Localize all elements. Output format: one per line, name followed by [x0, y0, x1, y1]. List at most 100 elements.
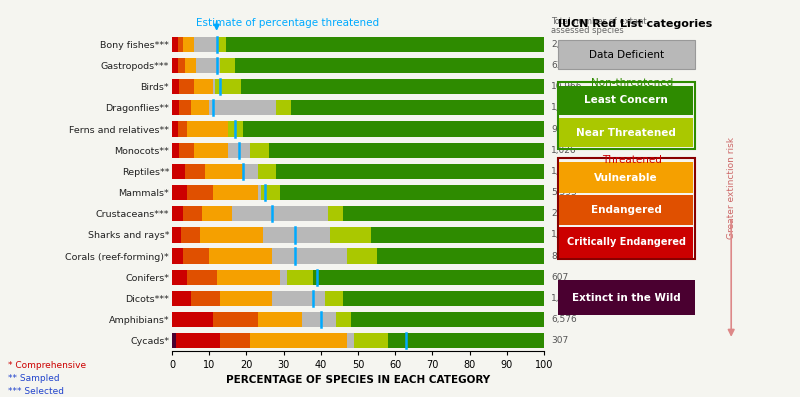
Text: assessed species: assessed species [551, 26, 624, 35]
Bar [185, 164, 206, 179]
Bar [241, 79, 544, 94]
Bar [354, 333, 388, 349]
Bar [559, 227, 694, 258]
Bar [242, 121, 544, 137]
Bar [217, 270, 280, 285]
Bar [194, 143, 228, 158]
Bar [371, 227, 544, 243]
Text: Estimate of percentage threatened: Estimate of percentage threatened [197, 18, 379, 28]
Bar [200, 227, 263, 243]
Bar [210, 100, 276, 116]
Bar [183, 206, 202, 222]
Bar [558, 40, 694, 69]
Text: 633: 633 [551, 61, 569, 70]
Bar [559, 86, 694, 115]
Text: Threatened: Threatened [602, 155, 662, 165]
Bar [172, 312, 213, 327]
X-axis label: PERCENTAGE OF SPECIES IN EACH CATEGORY: PERCENTAGE OF SPECIES IN EACH CATEGORY [226, 374, 490, 385]
Text: 845: 845 [551, 252, 569, 260]
Bar [202, 206, 231, 222]
Bar [187, 185, 213, 200]
Bar [558, 82, 694, 149]
Bar [196, 58, 220, 73]
Bar [172, 227, 182, 243]
Text: Extinct in the Wild: Extinct in the Wild [572, 293, 681, 303]
Bar [220, 291, 273, 306]
Text: 972: 972 [551, 125, 569, 133]
Text: Greater extinction risk: Greater extinction risk [726, 137, 736, 239]
Bar [194, 79, 213, 94]
Text: Critically Endangered: Critically Endangered [566, 237, 686, 247]
Bar [217, 37, 226, 52]
Text: * Comprehensive: * Comprehensive [8, 361, 86, 370]
Text: 1,520: 1,520 [551, 103, 577, 112]
Bar [377, 249, 544, 264]
Bar [558, 280, 694, 315]
Text: Vulnerable: Vulnerable [594, 173, 658, 183]
Bar [250, 143, 269, 158]
Bar [183, 249, 210, 264]
Text: 1,091: 1,091 [551, 230, 577, 239]
Text: 607: 607 [551, 273, 569, 282]
Bar [336, 312, 350, 327]
Bar [172, 333, 176, 349]
Bar [226, 37, 544, 52]
Bar [258, 185, 262, 200]
Bar [190, 100, 210, 116]
Bar [314, 270, 544, 285]
Bar [328, 206, 343, 222]
Bar [559, 195, 694, 225]
Bar [559, 162, 694, 193]
Text: 307: 307 [551, 336, 569, 345]
Bar [276, 164, 544, 179]
Bar [214, 79, 241, 94]
Bar [273, 291, 325, 306]
Bar [178, 121, 187, 137]
Text: 1,026: 1,026 [551, 146, 577, 155]
Bar [172, 291, 190, 306]
Text: *** Selected: *** Selected [8, 387, 64, 397]
Text: 2,872: 2,872 [551, 209, 577, 218]
Bar [187, 121, 228, 137]
Text: IUCN Red List categories: IUCN Red List categories [558, 19, 712, 29]
Bar [220, 58, 235, 73]
Bar [330, 227, 371, 243]
Bar [347, 333, 354, 349]
Bar [258, 164, 276, 179]
Text: 5,593: 5,593 [551, 188, 577, 197]
Bar [273, 249, 347, 264]
Bar [172, 37, 178, 52]
Bar [235, 58, 544, 73]
Bar [258, 312, 302, 327]
Bar [183, 37, 194, 52]
Bar [187, 270, 217, 285]
Bar [250, 333, 347, 349]
Bar [172, 143, 179, 158]
Bar [291, 100, 544, 116]
Bar [213, 79, 214, 94]
Bar [185, 58, 196, 73]
Text: 1,500: 1,500 [551, 167, 577, 176]
Bar [210, 249, 273, 264]
Bar [190, 291, 220, 306]
Bar [179, 143, 194, 158]
Bar [228, 143, 250, 158]
Bar [172, 164, 185, 179]
Bar [172, 206, 183, 222]
Bar [343, 206, 544, 222]
Bar [263, 227, 330, 243]
Text: 10,966: 10,966 [551, 82, 583, 91]
Text: 1,781: 1,781 [551, 294, 577, 303]
Bar [182, 227, 200, 243]
Bar [558, 158, 694, 260]
Bar [350, 312, 544, 327]
Bar [269, 143, 544, 158]
Bar [213, 312, 258, 327]
Text: Total number of extant: Total number of extant [551, 17, 647, 26]
Bar [287, 270, 314, 285]
Bar [172, 249, 183, 264]
Bar [388, 333, 544, 349]
Bar [280, 270, 287, 285]
Bar [179, 79, 194, 94]
Bar [172, 79, 179, 94]
